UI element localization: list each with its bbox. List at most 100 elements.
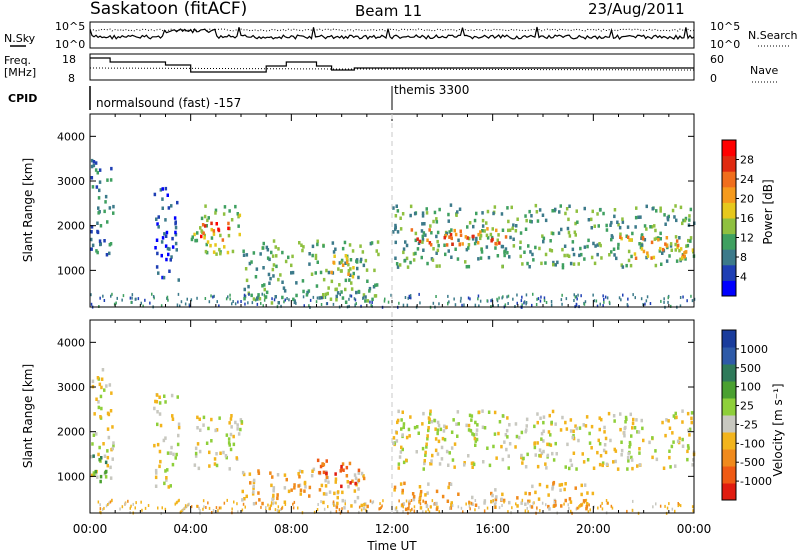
velocity-cell	[405, 458, 408, 463]
power-cell	[272, 274, 275, 278]
velocity-cell	[448, 451, 451, 455]
velocity-cell	[177, 433, 180, 438]
velocity-cell	[661, 420, 664, 425]
velocity-cell	[392, 441, 395, 446]
power-cell	[449, 203, 453, 207]
power-cell	[359, 257, 363, 262]
velocity-cell	[603, 425, 606, 430]
velocity-cell	[345, 474, 349, 478]
velocity-cell	[542, 449, 545, 454]
velocity-cell	[111, 499, 113, 503]
velocity-cell	[129, 506, 131, 510]
power-cell	[314, 256, 318, 260]
velocity-cell	[547, 504, 550, 509]
power-cell	[351, 249, 355, 253]
power-cell	[372, 285, 376, 289]
velocity-cell	[540, 451, 544, 456]
velocity-cell	[548, 413, 551, 418]
velocity-cell	[607, 501, 609, 505]
velocity-cell	[392, 436, 396, 440]
power-cell	[676, 243, 680, 248]
velocity-cell	[362, 474, 365, 478]
velocity-cell	[272, 486, 276, 490]
power-cell	[595, 299, 598, 303]
velocity-cell	[231, 507, 233, 511]
velocity-cell	[379, 507, 381, 510]
power-cell	[458, 242, 461, 247]
power-cell	[603, 298, 605, 301]
power-colorbar-tick-label: 16	[740, 212, 754, 225]
power-cell	[613, 214, 616, 219]
velocity-cell	[106, 463, 109, 468]
power-cell	[356, 266, 359, 271]
velocity-cell	[320, 483, 324, 488]
power-cell	[690, 294, 692, 298]
power-cell	[307, 289, 311, 293]
velocity-cell	[411, 507, 413, 511]
power-cell	[149, 301, 151, 305]
power-cell	[630, 238, 633, 242]
velocity-cell	[508, 442, 512, 446]
power-cell	[157, 271, 160, 275]
power-cell	[325, 302, 328, 306]
velocity-cell	[353, 499, 357, 504]
power-cell	[497, 304, 499, 307]
power-cell	[455, 213, 458, 217]
velocity-cell	[229, 417, 233, 421]
velocity-cell	[434, 437, 438, 441]
power-cell	[646, 254, 650, 258]
velocity-cell	[483, 509, 486, 513]
power-cell	[496, 254, 500, 258]
velocity-cell	[495, 495, 498, 499]
velocity-cell	[640, 418, 643, 423]
velocity-cell	[505, 428, 509, 433]
power-cell	[583, 206, 586, 211]
power-cell	[657, 238, 660, 242]
velocity-cell	[121, 505, 124, 509]
velocity-cell	[350, 504, 353, 508]
velocity-cell	[276, 509, 279, 512]
power-cell	[105, 253, 109, 257]
velocity-cell	[571, 435, 574, 440]
velocity-cell	[124, 502, 126, 506]
power-cell	[461, 303, 463, 307]
freq-ytick-top: 18	[62, 53, 76, 66]
noise-panel: N.Sky 10^5 10^0 N.Search 10^5 10^0	[4, 20, 798, 51]
velocity-cell	[427, 426, 430, 430]
velocity-cell	[465, 423, 468, 428]
power-cell	[548, 248, 552, 252]
velocity-cell	[495, 456, 498, 460]
power-cell	[643, 224, 647, 228]
velocity-cell	[194, 454, 198, 458]
power-cell	[507, 219, 510, 224]
velocity-cell	[527, 499, 530, 504]
power-cell	[347, 262, 350, 267]
power-cell	[171, 245, 175, 249]
power-cell	[613, 253, 616, 257]
power-colorbar-swatch	[722, 186, 736, 203]
power-cell	[90, 225, 94, 229]
velocity-cell	[424, 450, 427, 455]
velocity-xtick-label: 12:00	[375, 522, 410, 536]
power-cell	[206, 240, 210, 244]
velocity-cell	[471, 432, 474, 436]
velocity-cell	[299, 488, 303, 492]
power-cell	[644, 302, 646, 306]
velocity-cell	[601, 507, 604, 511]
power-cell	[97, 206, 100, 210]
power-feature-2	[190, 204, 242, 256]
power-cell	[563, 244, 567, 248]
velocity-cell	[228, 421, 231, 425]
velocity-cell	[566, 442, 569, 447]
velocity-cell	[601, 501, 603, 505]
velocity-cell	[210, 439, 213, 443]
velocity-cell	[403, 502, 405, 506]
velocity-cell	[638, 463, 642, 467]
velocity-cell	[257, 471, 261, 475]
velocity-cell	[564, 498, 567, 503]
power-cell	[301, 279, 305, 283]
velocity-cell	[540, 437, 543, 441]
power-cell	[428, 228, 431, 232]
power-cell	[501, 228, 505, 232]
velocity-cell	[553, 503, 556, 508]
